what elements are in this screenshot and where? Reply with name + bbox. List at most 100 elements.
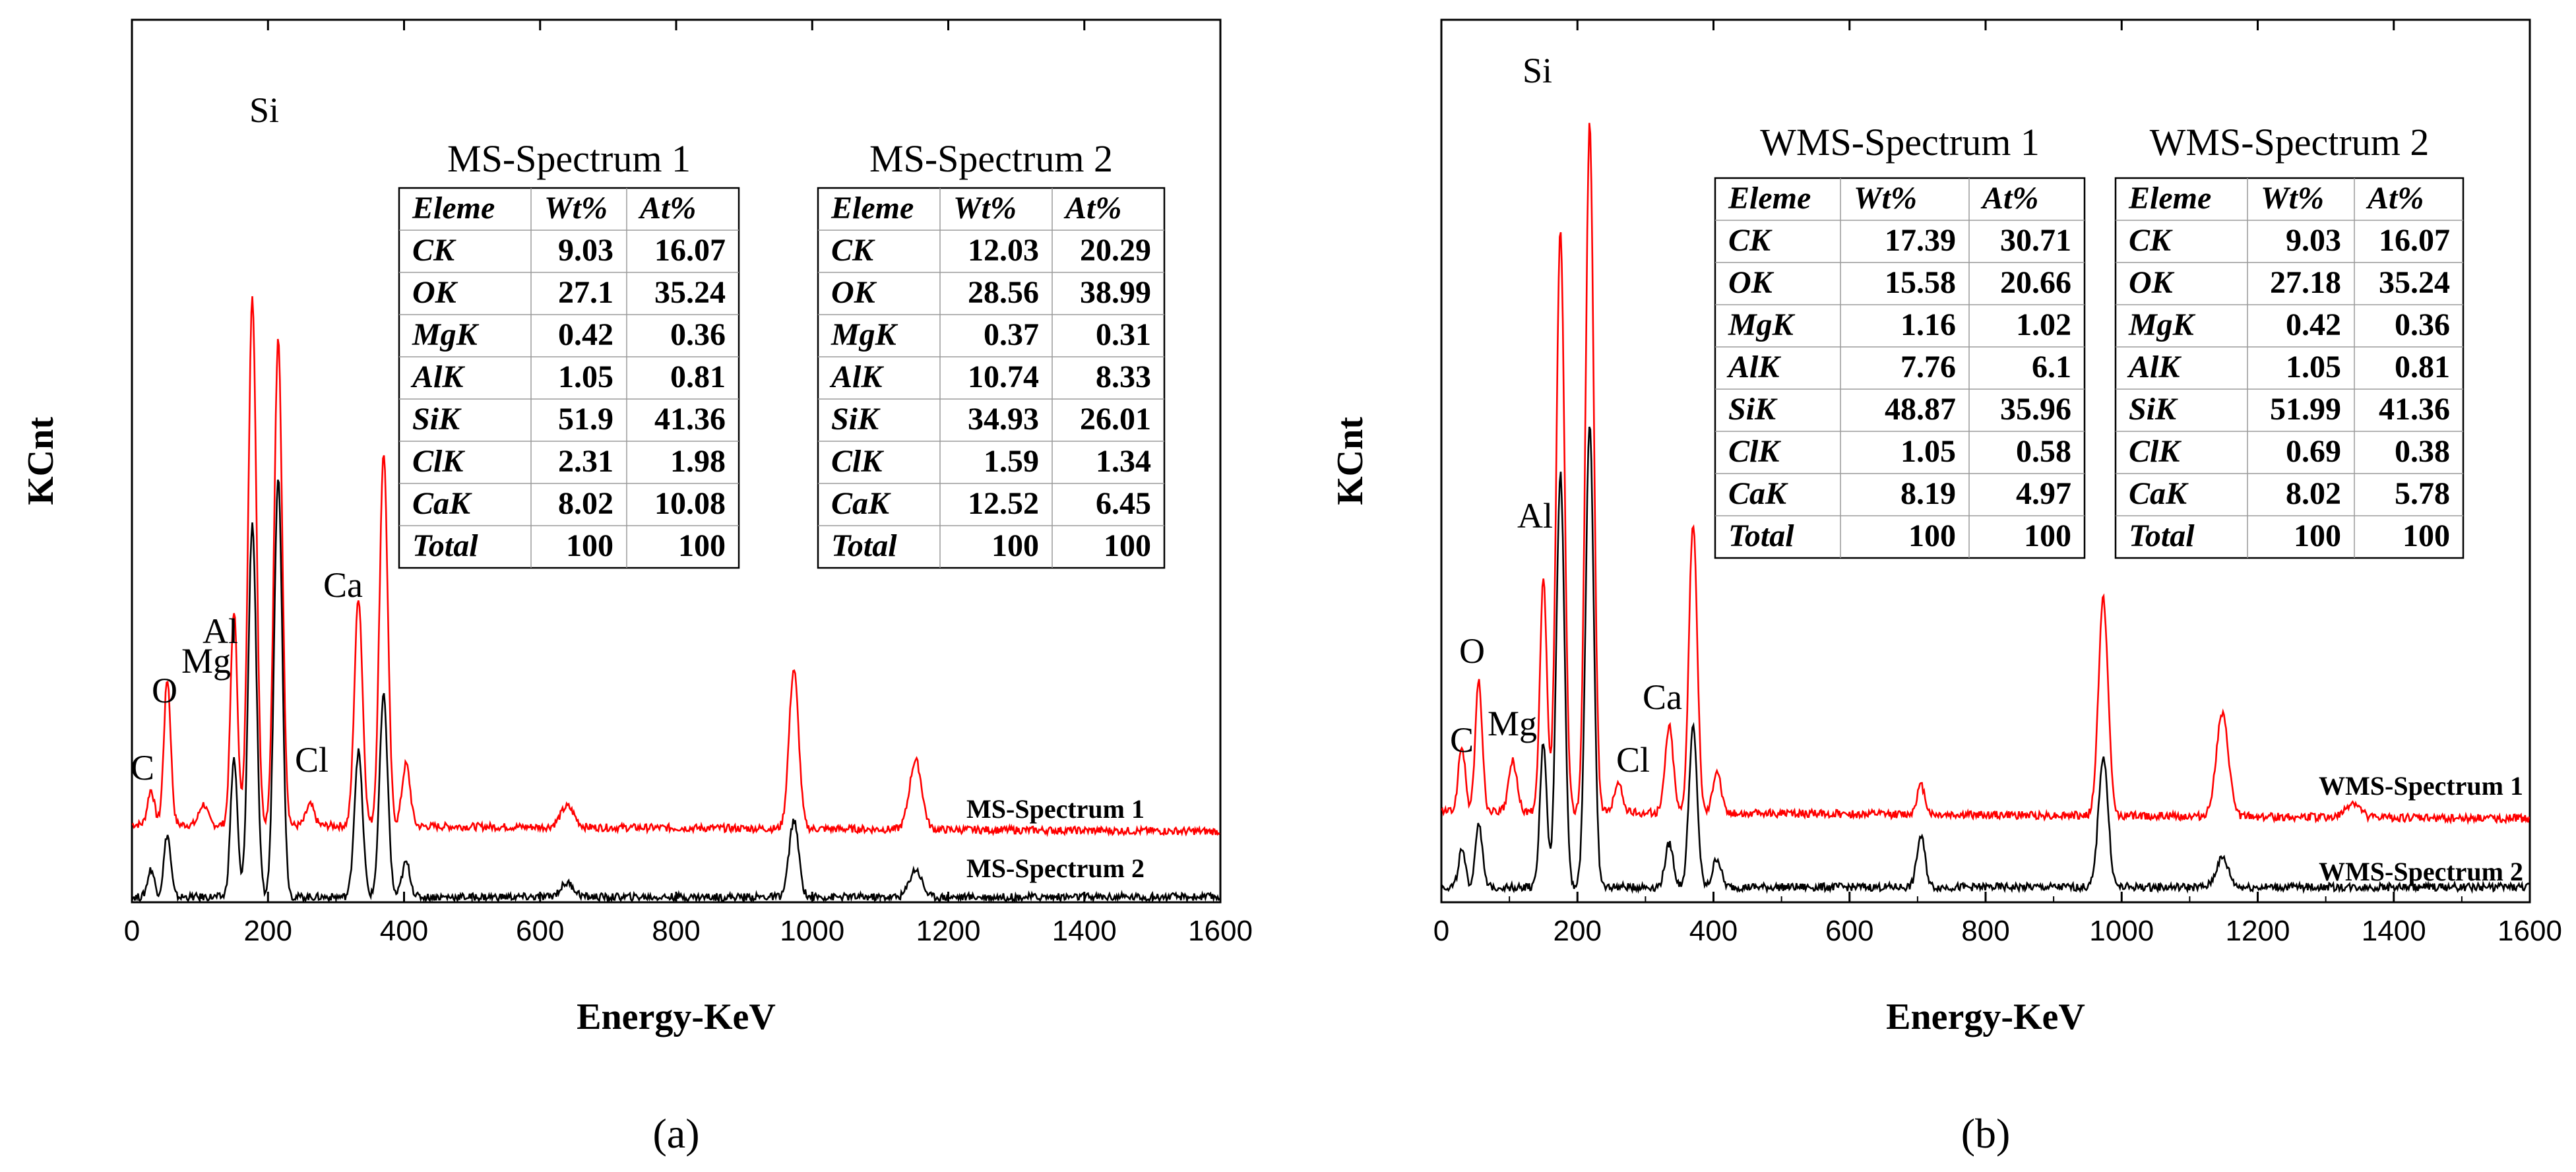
composition-table: WMS-Spectrum 2 Eleme Wt% At% CK 9.03 16.07 OK 27… (2114, 121, 2465, 559)
table-value-cell: 1.34 (1096, 444, 1151, 479)
x-axis-title: Energy-KeV (1886, 997, 2085, 1037)
spectrum-label-1: WMS-Spectrum 1 (2319, 771, 2523, 801)
table-value-cell: 27.1 (558, 275, 613, 310)
table-value-cell: 16.07 (2379, 223, 2450, 258)
table-element-cell: Total (2129, 518, 2195, 553)
table-value-cell: 48.87 (1885, 392, 1956, 427)
table-header-cell: Eleme (2128, 181, 2211, 216)
element-label: Cl (1616, 740, 1650, 780)
table-header-cell: Wt% (1854, 181, 1917, 216)
x-tick-label: 1600 (1188, 915, 1253, 947)
table-element-cell: ClK (1728, 434, 1781, 469)
spectrum-line-1 (1441, 123, 2530, 826)
table-value-cell: 20.29 (1080, 233, 1151, 268)
table-element-cell: OK (412, 275, 458, 310)
table-value-cell: 10.74 (968, 359, 1039, 394)
table-header-cell: At% (1980, 181, 2038, 216)
table-element-cell: CK (831, 233, 875, 268)
table-value-cell: 8.19 (1901, 476, 1956, 511)
table-value-cell: 1.05 (2286, 350, 2341, 385)
table-value-cell: 1.05 (1901, 434, 1956, 469)
table-element-cell: ClK (412, 444, 465, 479)
x-axis-title: Energy-KeV (577, 997, 776, 1037)
table-header-cell: Wt% (544, 191, 608, 226)
table-value-cell: 35.96 (2000, 392, 2071, 427)
table-value-cell: 0.81 (2395, 350, 2450, 385)
table-value-cell: 41.36 (2379, 392, 2450, 427)
x-tick-label: 1600 (2497, 915, 2562, 947)
table-element-cell: OK (1728, 265, 1775, 300)
table-value-cell: 2.31 (558, 444, 613, 479)
table-value-cell: 100 (2024, 518, 2071, 553)
table-value-cell: 51.9 (558, 402, 613, 437)
panel-label: (a) (652, 1110, 699, 1157)
table-header-cell: Wt% (953, 191, 1017, 226)
table-element-cell: MgK (1728, 307, 1796, 342)
table-element-cell: CaK (2129, 476, 2189, 511)
x-tick-label: 200 (244, 915, 292, 947)
spectrum-label-2: MS-Spectrum 2 (966, 853, 1145, 883)
table-element-cell: CaK (1728, 476, 1788, 511)
table-value-cell: 100 (2403, 518, 2450, 553)
x-tick-label: 400 (1689, 915, 1738, 947)
table-header-cell: At% (638, 191, 696, 226)
element-label: Mg (181, 641, 231, 681)
table-value-cell: 30.71 (2000, 223, 2071, 258)
table-value-cell: 100 (991, 528, 1039, 563)
table-element-cell: AlK (829, 359, 884, 394)
table-header-cell: At% (1063, 191, 1121, 226)
table-value-cell: 7.76 (1901, 350, 1956, 385)
table-element-cell: ClK (2129, 434, 2182, 469)
table-value-cell: 9.03 (558, 233, 613, 268)
table-element-cell: SiK (2129, 392, 2178, 427)
table-element-cell: CK (2129, 223, 2173, 258)
table-value-cell: 1.59 (984, 444, 1039, 479)
x-tick-label: 600 (516, 915, 564, 947)
table-value-cell: 34.93 (968, 402, 1039, 437)
table-element-cell: ClK (831, 444, 884, 479)
table-title: WMS-Spectrum 2 (2150, 121, 2430, 164)
table-element-cell: CK (1728, 223, 1773, 258)
table-value-cell: 12.03 (968, 233, 1039, 268)
x-tick-label: 1400 (1052, 915, 1117, 947)
x-tick-label: 0 (124, 915, 140, 947)
table-header-cell: Eleme (1728, 181, 1811, 216)
x-tick-label: 1200 (2226, 915, 2290, 947)
table-value-cell: 100 (2294, 518, 2341, 553)
element-label: Cl (295, 740, 329, 780)
table-element-cell: Total (1728, 518, 1794, 553)
table-value-cell: 15.58 (1885, 265, 1956, 300)
table-value-cell: 38.99 (1080, 275, 1151, 310)
table-value-cell: 6.45 (1096, 486, 1151, 521)
table-value-cell: 0.42 (2286, 307, 2341, 342)
spectrum-label-1: MS-Spectrum 1 (966, 794, 1145, 824)
x-tick-label: 800 (1961, 915, 2009, 947)
composition-table: MS-Spectrum 2 Eleme Wt% At% CK 12.03 20.29 OK 28… (817, 137, 1166, 569)
table-element-cell: Total (412, 528, 478, 563)
table-value-cell: 17.39 (1885, 223, 1956, 258)
table-title: MS-Spectrum 1 (447, 137, 691, 180)
table-value-cell: 0.69 (2286, 434, 2341, 469)
table-element-cell: CK (412, 233, 456, 268)
spectrum-line-2 (1441, 426, 2530, 894)
x-tick-label: 1400 (2362, 915, 2426, 947)
panel-label: (b) (1961, 1110, 2011, 1157)
table-value-cell: 8.33 (1096, 359, 1151, 394)
table-value-cell: 1.02 (2016, 307, 2071, 342)
x-tick-label: 0 (1433, 915, 1449, 947)
table-element-cell: AlK (410, 359, 465, 394)
table-value-cell: 35.24 (2379, 265, 2450, 300)
table-frame (398, 187, 740, 569)
table-title: WMS-Spectrum 1 (1760, 121, 2040, 164)
table-element-cell: AlK (1726, 350, 1781, 385)
table-value-cell: 28.56 (968, 275, 1039, 310)
table-title: MS-Spectrum 2 (869, 137, 1113, 180)
table-value-cell: 20.66 (2000, 265, 2071, 300)
table-element-cell: CaK (412, 486, 472, 521)
table-value-cell: 0.81 (670, 359, 726, 394)
spectrum-line-2 (132, 479, 1220, 902)
table-element-cell: OK (2129, 265, 2175, 300)
composition-table: WMS-Spectrum 1 Eleme Wt% At% CK 17.39 30.71 OK 1… (1714, 121, 2086, 559)
table-element-cell: AlK (2127, 350, 2182, 385)
table-element-cell: MgK (831, 317, 898, 352)
